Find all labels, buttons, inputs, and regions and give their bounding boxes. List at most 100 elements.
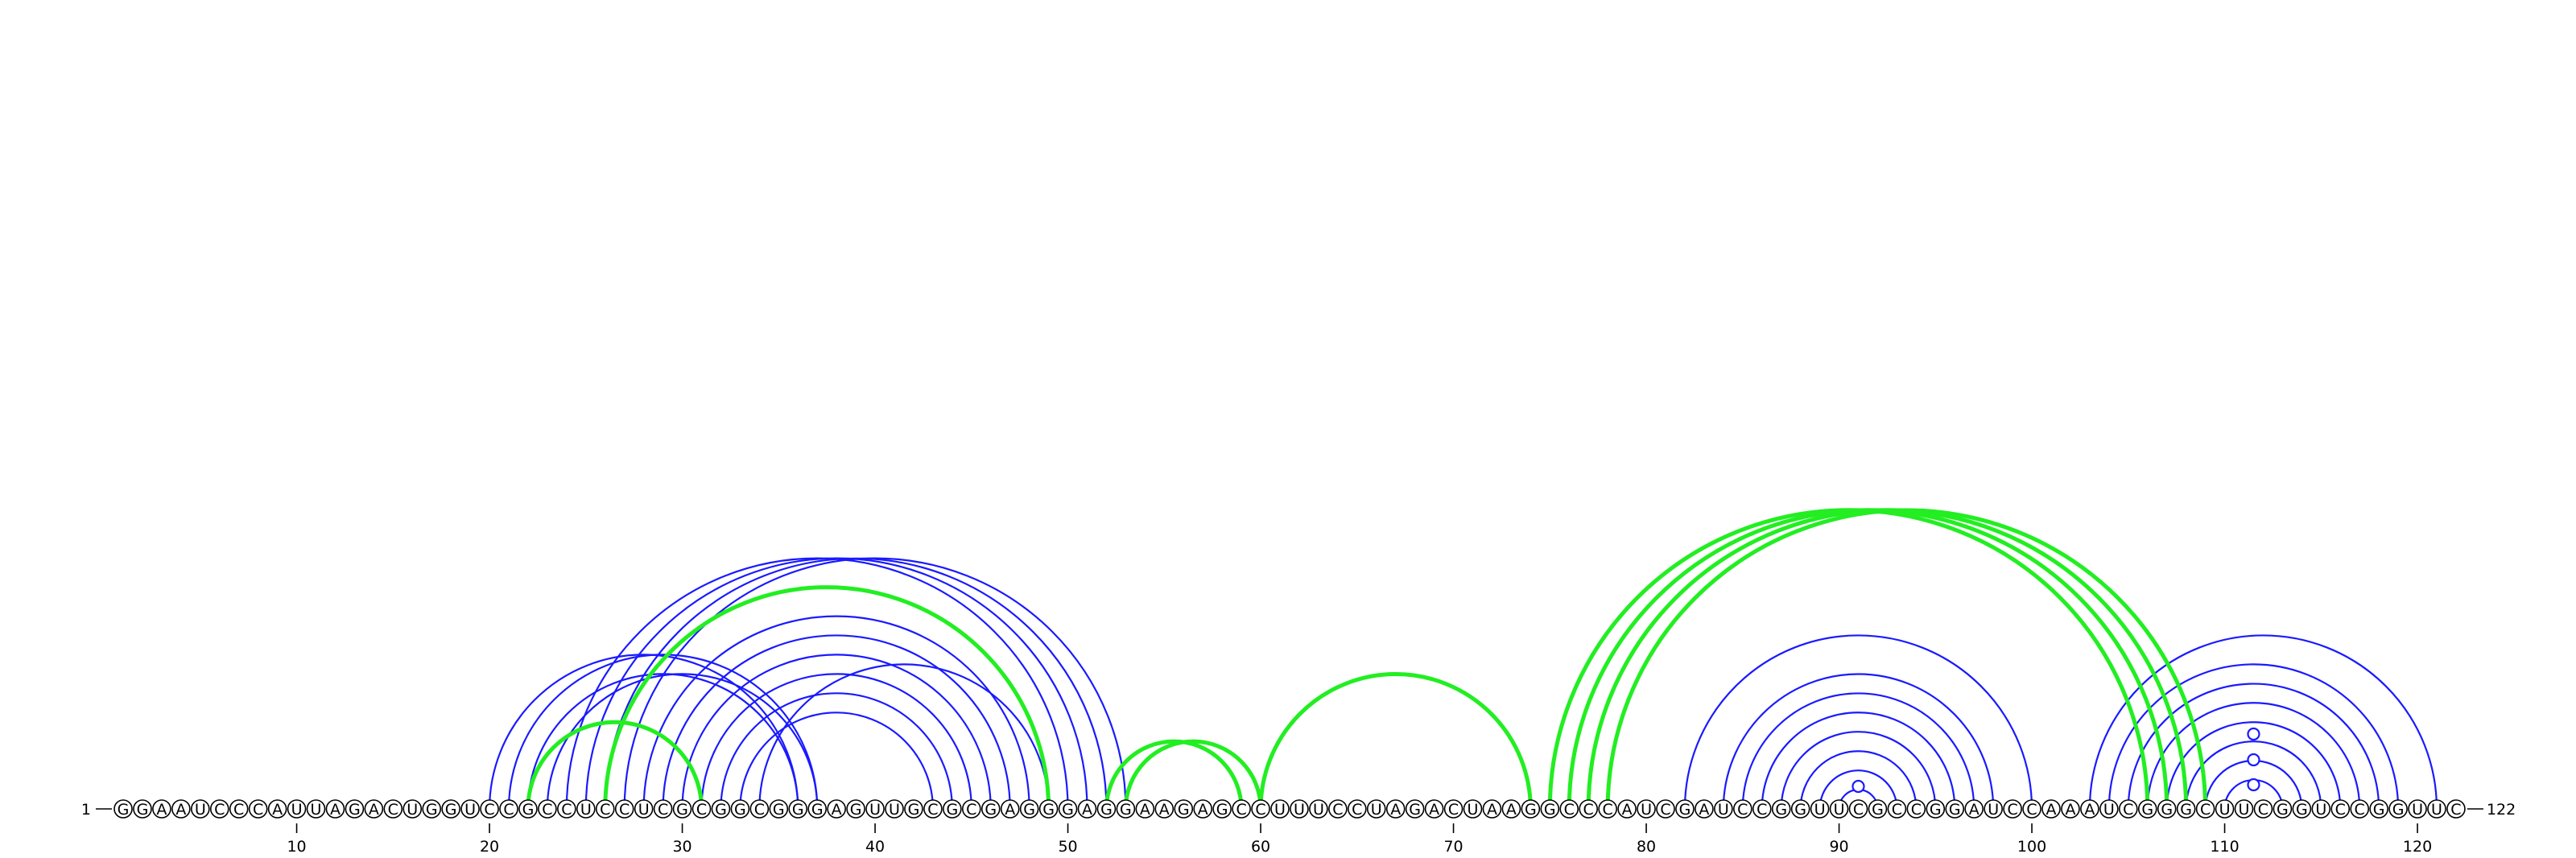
base-pair-arc	[1799, 750, 1918, 810]
nucleotide-circle	[807, 799, 828, 819]
nucleotide: U	[1290, 799, 1309, 819]
nucleotide-circle	[518, 799, 538, 819]
nucleotide: U	[1810, 799, 1830, 819]
nucleotide: C	[557, 799, 576, 819]
nucleotide-circle	[1348, 799, 1367, 819]
nucleotide: C	[1559, 799, 1579, 819]
tick-label: 80	[1637, 838, 1656, 856]
nucleotide-letter: U	[2412, 801, 2423, 819]
nucleotide-letter: C	[1236, 801, 1246, 819]
nucleotide-letter: C	[2007, 801, 2017, 819]
nucleotide-letter: U	[1718, 801, 1729, 819]
nucleotide: U	[1714, 799, 1733, 819]
tick-label: 120	[2403, 838, 2432, 856]
nucleotide: C	[1251, 799, 1270, 819]
nucleotide-letter: C	[2450, 801, 2461, 819]
base-pair-arc	[662, 634, 1011, 810]
nucleotide: C	[538, 799, 557, 819]
base-pair-arc	[1780, 731, 1937, 810]
nucleotide: U	[2215, 799, 2235, 819]
nucleotide-circle	[557, 799, 576, 819]
tick-label: 100	[2017, 838, 2046, 856]
nucleotide-circle	[2215, 799, 2235, 819]
nucleotide-circle	[2080, 799, 2099, 819]
nucleotide-letter: A	[1622, 801, 1633, 819]
nucleotide-letter: C	[484, 801, 494, 819]
nucleotide: C	[614, 799, 634, 819]
nucleotide-letter: G	[1794, 801, 1806, 819]
nucleotide: G	[1771, 799, 1791, 819]
nucleotide-circle	[691, 799, 712, 819]
tick-label: 30	[672, 838, 691, 856]
nucleotide: G	[1038, 799, 1059, 819]
nucleotide: C	[749, 799, 770, 819]
nucleotide-letter: G	[2141, 801, 2153, 819]
nucleotide: G	[441, 799, 460, 819]
nucleotide: A	[1617, 799, 1637, 819]
nucleotide-circle	[2427, 799, 2446, 819]
nucleotide-circle	[1058, 799, 1078, 819]
nucleotide-circle	[1174, 799, 1194, 819]
nucleotide-circle	[152, 799, 171, 819]
base-pair-arc	[2165, 721, 2342, 810]
nucleotide: U	[306, 799, 326, 819]
nucleotide-circle	[1501, 799, 1521, 819]
nucleotide-circle	[576, 799, 596, 819]
nucleotide-letter: C	[1911, 801, 1922, 819]
nucleotide-letter: A	[1005, 801, 1015, 819]
nucleotide-letter: G	[811, 801, 824, 819]
nucleotide: G	[2176, 799, 2196, 819]
nucleotide-letter: G	[1544, 801, 1556, 819]
nucleotide: U	[634, 799, 654, 819]
nucleotide: C	[962, 799, 981, 819]
nucleotide: C	[1656, 799, 1675, 819]
nucleotide-circle	[1598, 799, 1617, 819]
nucleotide-letter: A	[1198, 801, 1208, 819]
nucleotide: C	[499, 799, 518, 819]
nucleotide: A	[1077, 799, 1097, 819]
nucleotide: U	[460, 799, 480, 819]
nucleotide-circle	[1116, 799, 1136, 819]
pseudoknot-arc	[1605, 508, 2208, 810]
nucleotide-circle	[1077, 799, 1097, 819]
nucleotide-letter: C	[2200, 801, 2211, 819]
nucleotide: G	[730, 799, 750, 819]
nucleotide: G	[1540, 799, 1560, 819]
nucleotide-letter: U	[1641, 801, 1652, 819]
nucleotide: G	[2292, 799, 2312, 819]
nucleotide: A	[1000, 799, 1020, 819]
nucleotide: G	[943, 799, 962, 819]
nucleotide-circle	[1000, 799, 1020, 819]
nucleotide: G	[1019, 799, 1039, 819]
nucleotide-letter: C	[253, 801, 263, 819]
nucleotide-circle	[1675, 799, 1695, 819]
nucleotide: C	[2195, 799, 2215, 819]
nucleotide-letter: G	[349, 801, 361, 819]
nucleotide: G	[846, 799, 865, 819]
nucleotide-circle	[2003, 799, 2022, 819]
nucleotide: G	[2273, 799, 2293, 819]
nucleotide-circle	[846, 799, 865, 819]
nucleotide-circle	[191, 799, 210, 819]
nucleotide-letter: G	[1872, 801, 1884, 819]
nucleotide: C	[1887, 799, 1907, 819]
nucleotide: U	[2427, 799, 2446, 819]
base-pair-arc	[1741, 692, 1975, 810]
nucleotide-circle	[653, 799, 673, 819]
nucleotide-circle	[1714, 799, 1733, 819]
nucleotide-letter: A	[2084, 801, 2095, 819]
nucleotide: A	[267, 799, 287, 819]
pseudoknot-arc	[1123, 739, 1263, 810]
nucleotide-circle	[1984, 799, 2003, 819]
nucleotide-circle	[1752, 799, 1772, 819]
nucleotide: G	[1926, 799, 1946, 819]
nucleotide-letter: A	[2046, 801, 2057, 819]
nucleotide-circle	[287, 799, 307, 819]
nucleotide: A	[325, 799, 345, 819]
nucleotide: G	[1405, 799, 1425, 819]
nucleotide-circle	[209, 799, 229, 819]
nucleotide-circle	[1733, 799, 1752, 819]
nucleotide-letter: U	[195, 801, 206, 819]
nucleotide-circle	[1096, 799, 1117, 819]
nucleotide-letter: A	[272, 801, 283, 819]
